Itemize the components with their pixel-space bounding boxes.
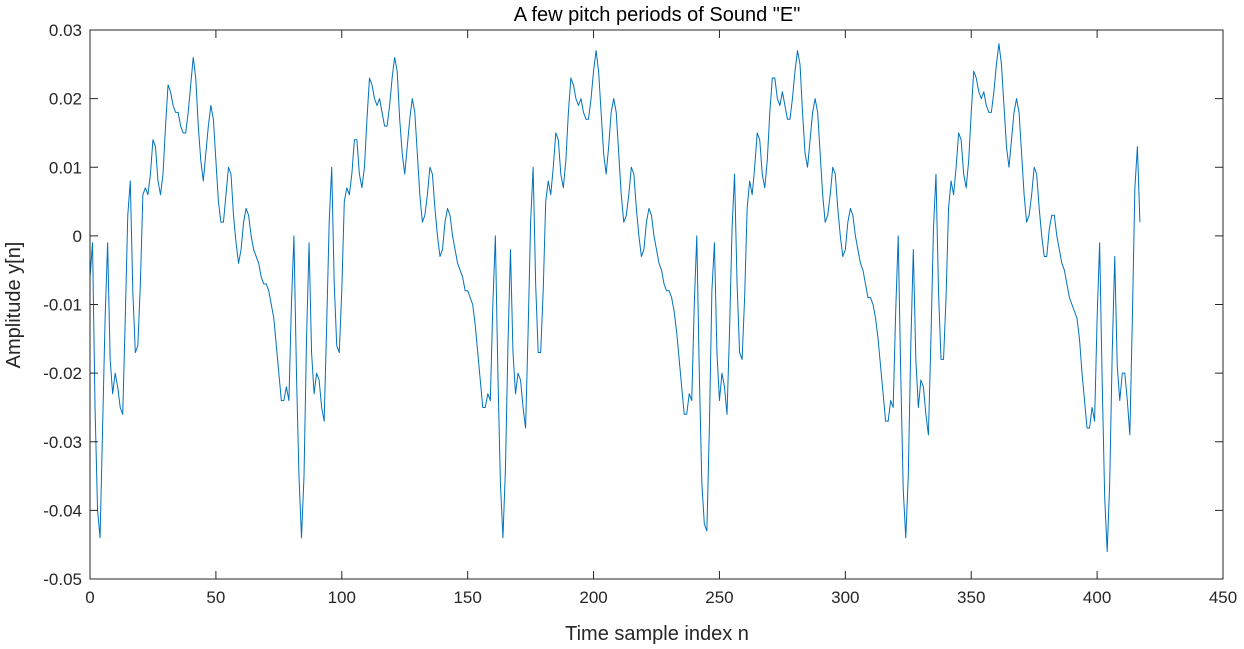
x-tick-label: 400 xyxy=(1083,588,1111,607)
y-tick-label: -0.01 xyxy=(43,296,82,315)
y-tick-label: 0.01 xyxy=(49,158,82,177)
x-tick-label: 300 xyxy=(831,588,859,607)
x-tick-label: 200 xyxy=(579,588,607,607)
y-tick-label: -0.05 xyxy=(43,570,82,589)
x-tick-label: 50 xyxy=(206,588,225,607)
y-tick-label: 0.03 xyxy=(49,21,82,40)
y-tick-label: -0.03 xyxy=(43,433,82,452)
plot-series-group xyxy=(89,43,1141,553)
y-axis-label: Amplitude y[n] xyxy=(3,242,25,369)
x-tick-label: 0 xyxy=(85,588,94,607)
chart-title: A few pitch periods of Sound "E" xyxy=(514,4,801,26)
x-tick-label: 250 xyxy=(705,588,733,607)
x-tick-label: 100 xyxy=(328,588,356,607)
x-tick-label: 450 xyxy=(1209,588,1237,607)
x-tick-label: 150 xyxy=(453,588,481,607)
y-axis: 0.03 0.02 0.01 0 -0.01 -0.02 -0.03 -0.04 -0.05 xyxy=(43,21,1223,589)
y-tick-label: -0.02 xyxy=(43,364,82,383)
y-tick-label: -0.04 xyxy=(43,501,82,520)
series-line xyxy=(89,43,1141,553)
y-tick-label: 0.02 xyxy=(49,90,82,109)
plot-area xyxy=(90,30,1223,579)
x-tick-label: 350 xyxy=(957,588,985,607)
x-axis-label: Time sample index n xyxy=(565,623,749,645)
y-tick-label: 0 xyxy=(73,227,82,246)
x-axis: 0 50 100 150 200 250 300 350 400 450 xyxy=(85,30,1237,607)
